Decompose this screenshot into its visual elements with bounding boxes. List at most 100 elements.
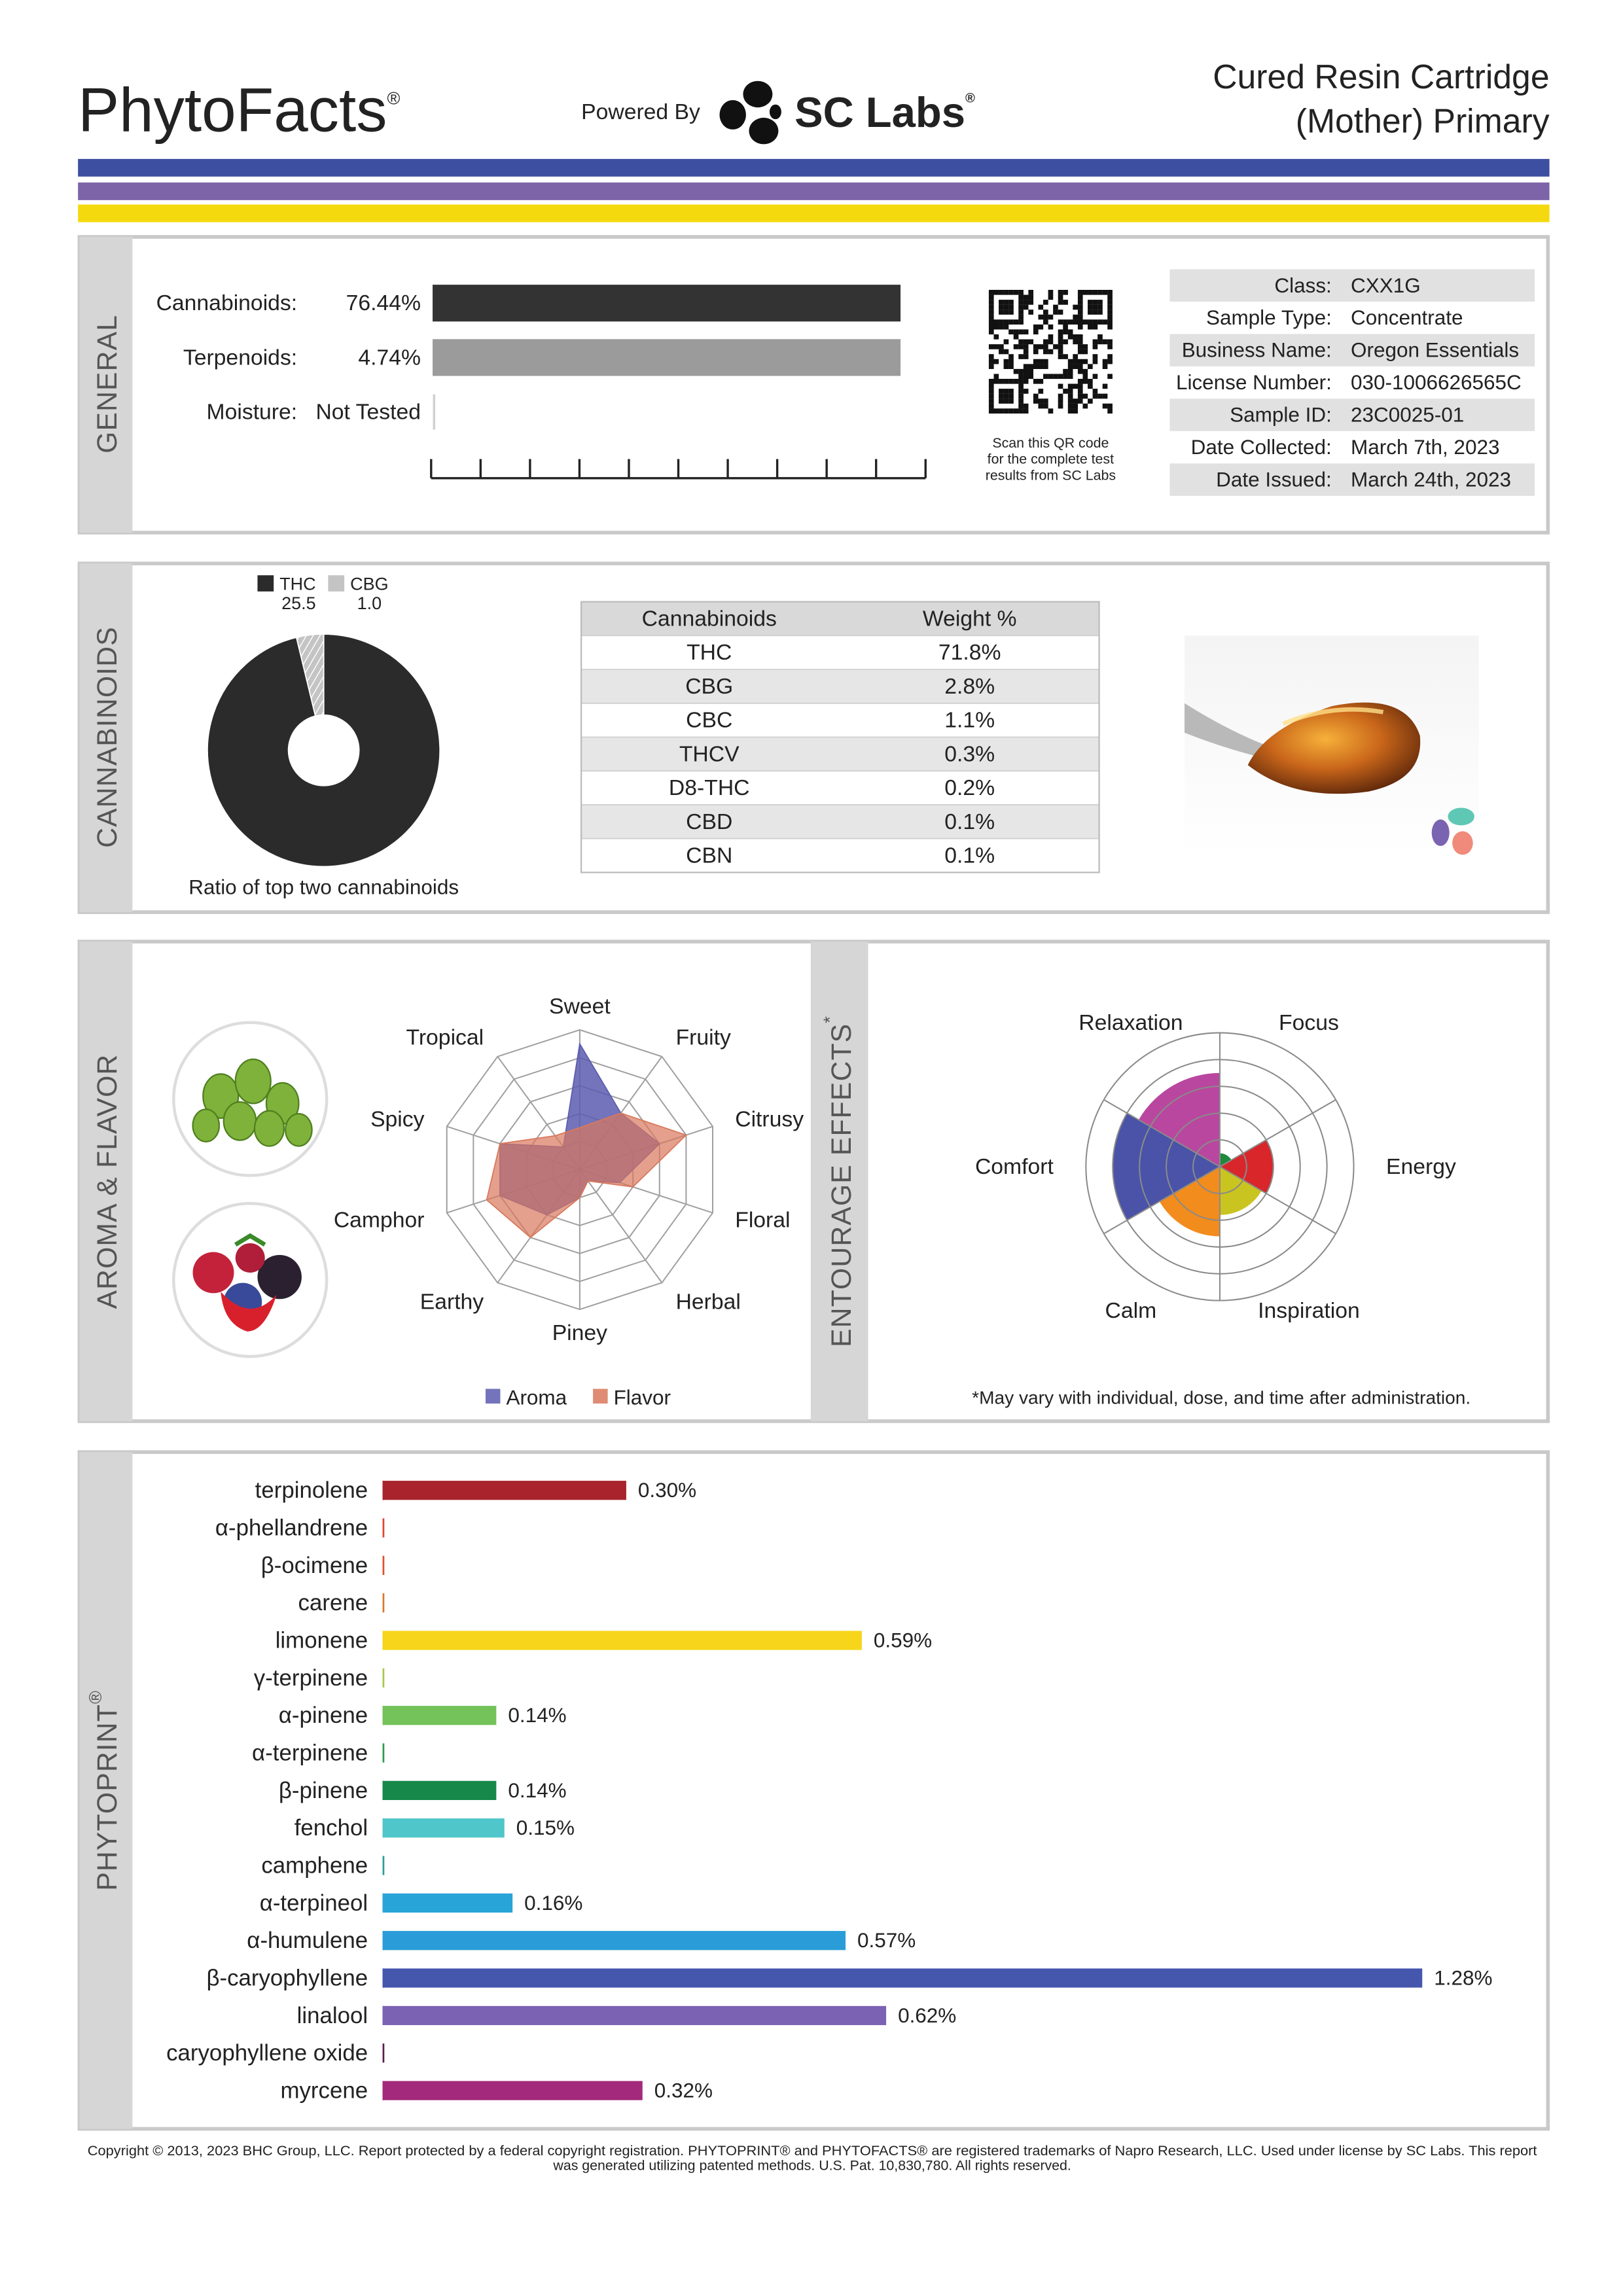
terpene-bar [382, 1893, 513, 1913]
qr-module [1003, 300, 1009, 305]
qr-module [1038, 378, 1044, 384]
terpene-bar [382, 1780, 497, 1800]
terpene-name: β-caryophyllene [206, 1966, 368, 1991]
lab-mark: ® [965, 92, 975, 106]
table-row-shade [581, 804, 1099, 839]
summary-bar [433, 339, 901, 376]
footer-text: was generated utilizing patented methods… [552, 2158, 1071, 2174]
qr-module [988, 354, 994, 359]
qr-caption: for the complete test [988, 451, 1114, 467]
qr-module [1088, 290, 1093, 295]
qr-module [1043, 344, 1048, 349]
qr-module [1097, 309, 1103, 315]
terpene-name: fenchol [294, 1815, 368, 1841]
terpene-name: γ-terpinene [254, 1665, 368, 1691]
qr-module [1023, 329, 1029, 335]
qr-module [988, 403, 994, 409]
polar-sector [1138, 1072, 1220, 1167]
row-name: Cannabinoids: [156, 291, 298, 315]
qr-module [1107, 314, 1113, 320]
qr-module [1063, 339, 1068, 345]
terpene-name: β-pinene [279, 1778, 368, 1803]
qr-module [1043, 300, 1048, 305]
qr-module [1018, 393, 1024, 399]
qr-module [988, 359, 994, 364]
qr-module [1077, 319, 1083, 325]
qr-module [1058, 334, 1063, 340]
qr-module [1018, 398, 1024, 404]
qr-module [1082, 359, 1088, 364]
qr-module [1092, 290, 1098, 295]
polar-spoke [1103, 1099, 1221, 1167]
legend-label: CBG [350, 574, 388, 594]
qr-module [1018, 290, 1024, 295]
qr-module [1088, 378, 1093, 384]
qr-module [1077, 344, 1083, 349]
qr-module [1097, 290, 1103, 295]
qr-module [1018, 309, 1024, 315]
qr-module [993, 359, 999, 364]
qr-module [999, 319, 1004, 325]
summary-bar [433, 285, 901, 322]
qr-module [1067, 364, 1073, 369]
qr-module [1058, 383, 1063, 389]
polar-label: Calm [1105, 1298, 1157, 1323]
qr-module [1018, 403, 1024, 409]
table-header-bg [581, 601, 1099, 636]
qr-module [1077, 368, 1083, 374]
terpene-bar [382, 1931, 846, 1951]
qr-module [1023, 304, 1029, 310]
table-cell: CBN [686, 843, 732, 868]
qr-module [1043, 309, 1048, 315]
qr-module [1048, 290, 1054, 295]
qr-module [1077, 359, 1083, 364]
qr-module [988, 364, 994, 369]
qr-module [1088, 319, 1093, 325]
qr-module [1038, 359, 1044, 364]
info-label: Class: [1274, 274, 1331, 297]
qr-module [1077, 383, 1083, 389]
qr-module [1023, 294, 1029, 300]
terpene-name: β-ocimene [261, 1553, 368, 1578]
qr-module [1058, 319, 1063, 325]
terpene-bar [382, 1818, 505, 1838]
bar-value-label: 0.16% [524, 1892, 582, 1915]
info-value: March 7th, 2023 [1351, 436, 1499, 459]
qr-module [1058, 354, 1063, 359]
qr-module [1018, 304, 1024, 310]
table-row-shade [581, 737, 1099, 771]
qr-module [1003, 389, 1009, 394]
info-row-shade [1169, 334, 1535, 366]
bar-value-label: 0.30% [638, 1479, 696, 1502]
info-value: 23C0025-01 [1351, 404, 1464, 427]
qr-module [1033, 324, 1039, 330]
qr-module [1058, 398, 1063, 404]
info-row-shade [1169, 463, 1535, 496]
qr-module [1013, 334, 1019, 340]
qr-module [1048, 314, 1054, 320]
table-cell: THCV [679, 741, 740, 766]
radar-axis-label: Fruity [676, 1025, 731, 1050]
qr-module [1063, 300, 1068, 305]
qr-module [1063, 354, 1068, 359]
qr-module [1058, 344, 1063, 349]
qr-module [1092, 344, 1098, 349]
qr-module [1023, 378, 1029, 384]
bar-value-label: 0.32% [654, 2079, 713, 2102]
pie-slice [207, 633, 441, 868]
qr-module [1023, 349, 1029, 355]
hops-illustration [172, 1021, 329, 1177]
qr-module [1067, 319, 1073, 325]
qr-module [1018, 368, 1024, 374]
qr-module [999, 378, 1004, 384]
qr-module [1023, 368, 1029, 374]
terpene-name: myrcene [280, 2078, 368, 2104]
qr-module [1067, 398, 1073, 404]
legend-value: 1.0 [357, 593, 382, 613]
qr-module [1028, 364, 1034, 369]
qr-module [1102, 364, 1108, 369]
terpene-name: camphene [261, 1853, 368, 1879]
qr-module [1082, 290, 1088, 295]
qr-module [1018, 294, 1024, 300]
